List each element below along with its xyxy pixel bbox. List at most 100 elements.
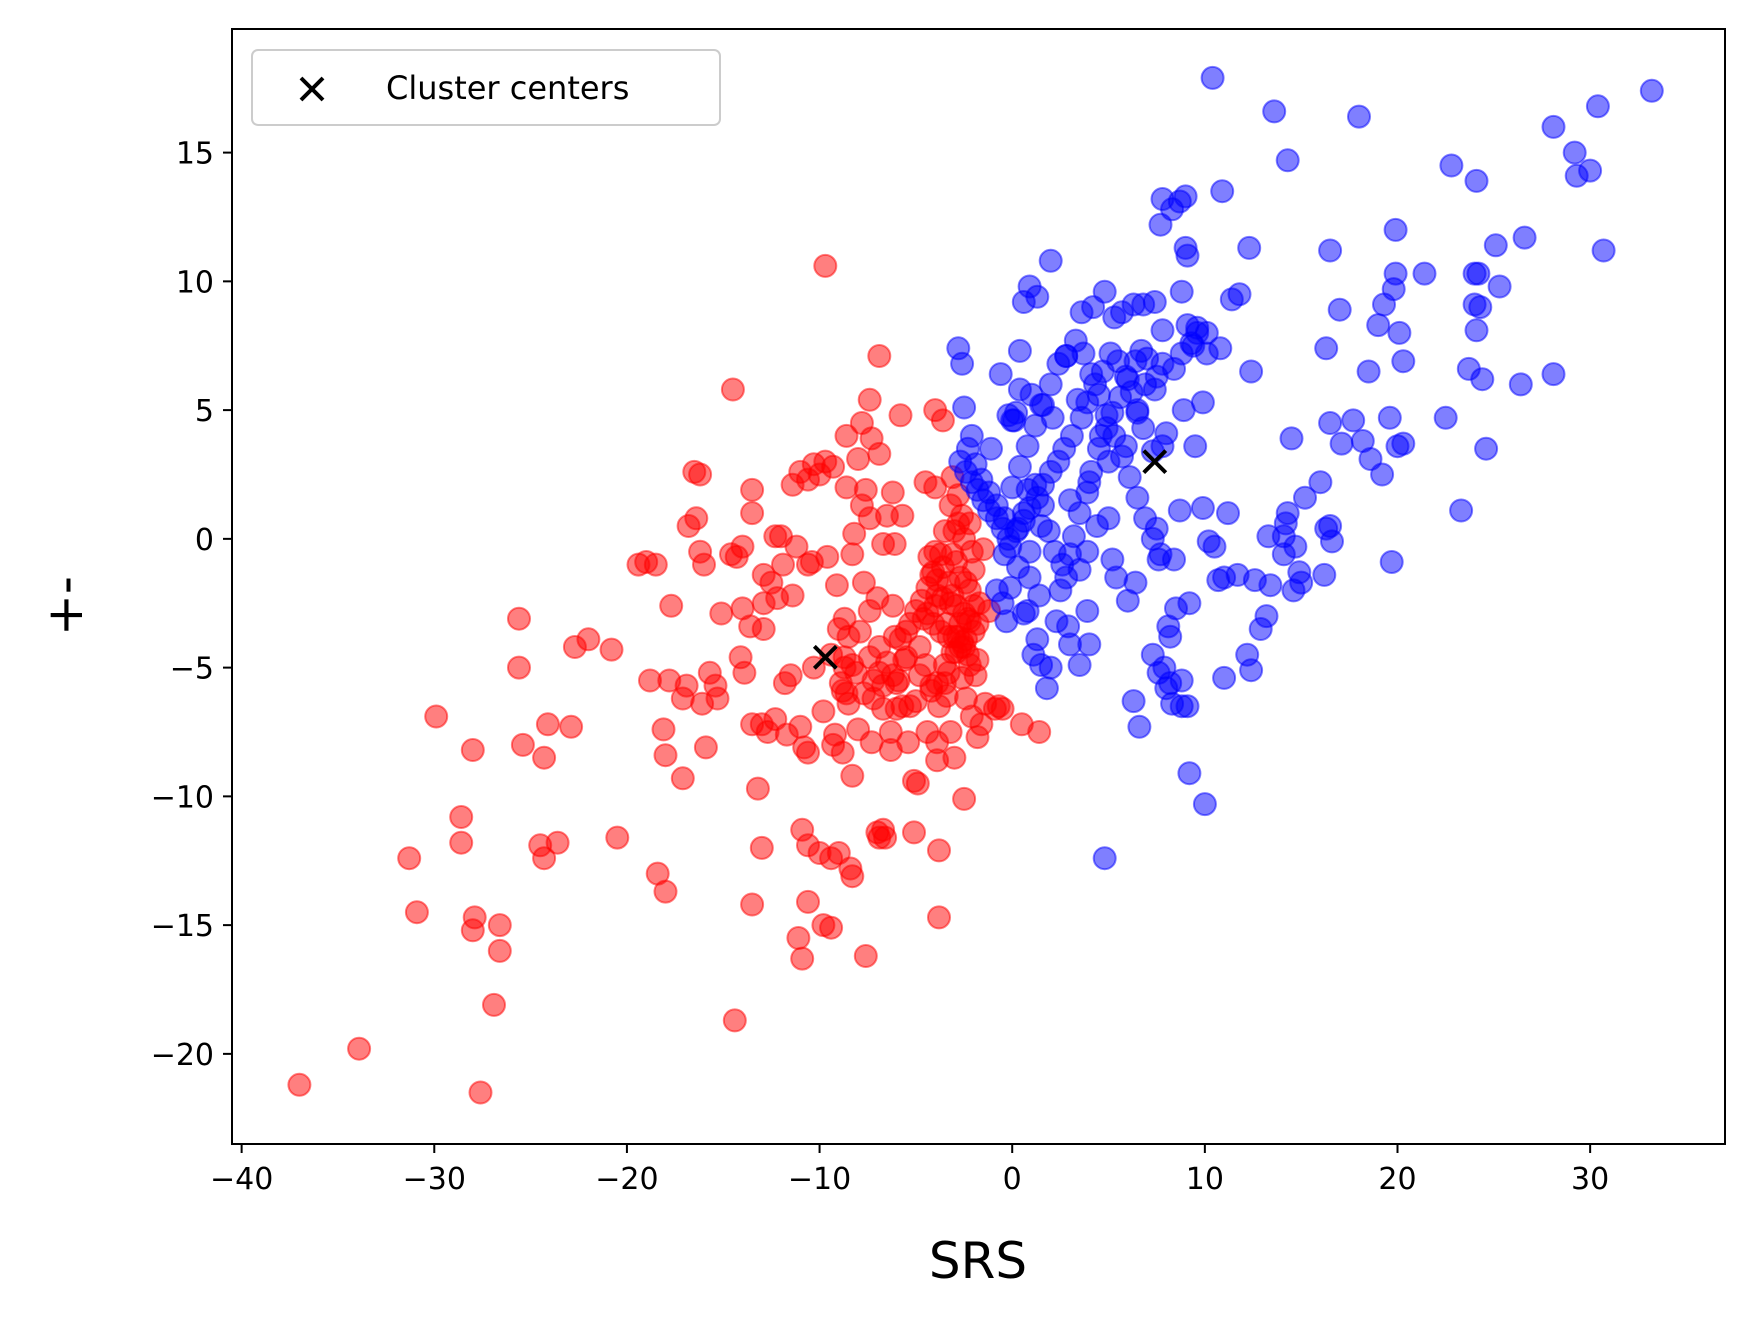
scatter-point bbox=[1470, 367, 1495, 392]
scatter-point bbox=[1239, 359, 1264, 384]
scatter-point bbox=[1100, 547, 1125, 572]
scatter-point bbox=[1262, 99, 1287, 124]
scatter-point bbox=[979, 436, 1003, 461]
scatter-point bbox=[965, 647, 990, 672]
x-tick-label: 20 bbox=[1378, 1162, 1416, 1197]
scatter-point bbox=[1113, 434, 1138, 459]
scatter-point bbox=[882, 532, 907, 556]
scatter-point bbox=[1541, 362, 1566, 387]
scatter-point bbox=[857, 387, 882, 412]
scatter-point bbox=[880, 480, 905, 505]
scatter-point bbox=[1318, 411, 1343, 435]
scatter-point bbox=[1356, 359, 1381, 384]
scatter-point bbox=[745, 776, 770, 801]
scatter-point bbox=[927, 905, 951, 930]
scatter-point bbox=[1025, 284, 1050, 309]
scatter-point bbox=[599, 637, 624, 662]
scatter-point bbox=[740, 501, 765, 526]
scatter-point bbox=[1127, 714, 1152, 739]
scatter-point bbox=[1000, 408, 1025, 433]
x-tick-label: −40 bbox=[210, 1162, 273, 1197]
y-axis: −20 −15 −10 −5 0 5 10 15 bbox=[151, 137, 232, 1073]
scatter-point bbox=[896, 730, 921, 755]
scatter-point bbox=[507, 606, 531, 631]
scatter-point bbox=[1391, 431, 1416, 456]
scatter-point bbox=[1092, 279, 1117, 304]
scatter-point bbox=[1029, 514, 1054, 538]
scatter-point bbox=[1347, 104, 1371, 129]
scatter-point bbox=[846, 447, 871, 471]
scatter-point bbox=[834, 423, 859, 448]
scatter-point bbox=[763, 707, 788, 732]
scatter-point bbox=[1125, 398, 1150, 423]
scatter-point bbox=[688, 462, 713, 487]
scatter-point bbox=[692, 552, 716, 577]
scatter-point bbox=[923, 475, 948, 500]
scatter-point bbox=[1007, 338, 1032, 363]
y-tick-label: 5 bbox=[195, 394, 214, 429]
scatter-point bbox=[1173, 235, 1198, 260]
scatter-point bbox=[749, 835, 774, 860]
scatter-point bbox=[1206, 568, 1231, 593]
scatter-point bbox=[1474, 436, 1499, 461]
scatter-point bbox=[853, 944, 878, 968]
scatter-point bbox=[605, 825, 630, 850]
scatter-point bbox=[1175, 694, 1200, 719]
scatter-point bbox=[1591, 238, 1616, 263]
scatter-point bbox=[1370, 462, 1395, 487]
legend-label: Cluster centers bbox=[386, 69, 629, 107]
scatter-point bbox=[1466, 261, 1491, 286]
scatter-point bbox=[1372, 292, 1396, 317]
scatter-point bbox=[1487, 274, 1512, 299]
scatter-point bbox=[1007, 454, 1032, 479]
scatter-point bbox=[1227, 282, 1252, 307]
y-tick-label: −15 bbox=[151, 909, 214, 944]
scatter-point bbox=[796, 740, 820, 765]
scatter-point bbox=[1202, 534, 1227, 559]
scatter-point bbox=[1279, 426, 1304, 451]
scatter-point bbox=[1562, 140, 1587, 165]
scatter-point bbox=[930, 408, 955, 433]
scatter-point bbox=[786, 926, 811, 950]
points-layer bbox=[287, 65, 1664, 1105]
scatter-point bbox=[790, 946, 815, 971]
scatter-point bbox=[709, 601, 734, 626]
scatter-point bbox=[880, 593, 905, 618]
scatter-point bbox=[1038, 248, 1063, 273]
scatter-point bbox=[1210, 179, 1235, 204]
scatter-point bbox=[659, 593, 684, 618]
scatter-point bbox=[796, 889, 820, 914]
scatter-point bbox=[1000, 475, 1025, 500]
scatter-point bbox=[1449, 498, 1474, 523]
scatter-point bbox=[740, 477, 765, 502]
scatter-point bbox=[1025, 627, 1050, 652]
scatter-point bbox=[732, 660, 757, 685]
scatter-point bbox=[840, 864, 865, 889]
scatter-point bbox=[1067, 557, 1092, 582]
scatter-point bbox=[532, 745, 557, 770]
scatter-point bbox=[1017, 539, 1042, 564]
scatter-point bbox=[1512, 225, 1537, 250]
scatter-point bbox=[738, 614, 763, 639]
scatter-point bbox=[1289, 570, 1314, 595]
scatter-point bbox=[992, 506, 1017, 531]
scatter-point bbox=[1044, 609, 1069, 634]
scatter-point bbox=[971, 537, 996, 562]
scatter-point bbox=[287, 1072, 312, 1097]
scatter-point bbox=[780, 583, 805, 608]
scatter-point bbox=[1079, 362, 1104, 387]
legend: Cluster centers bbox=[251, 49, 721, 126]
scatter-point bbox=[1293, 485, 1317, 510]
scatter-point bbox=[902, 820, 926, 845]
scatter-point bbox=[1639, 78, 1664, 103]
scatter-point bbox=[984, 578, 1009, 603]
scatter-point bbox=[1167, 498, 1192, 523]
scatter-point bbox=[1379, 550, 1404, 574]
y-tick-label: 0 bbox=[195, 523, 214, 558]
scatter-point bbox=[1377, 405, 1402, 430]
scatter-point bbox=[1115, 588, 1140, 613]
scatter-point bbox=[651, 717, 676, 742]
scatter-point bbox=[952, 395, 977, 420]
scatter-point bbox=[720, 377, 745, 402]
